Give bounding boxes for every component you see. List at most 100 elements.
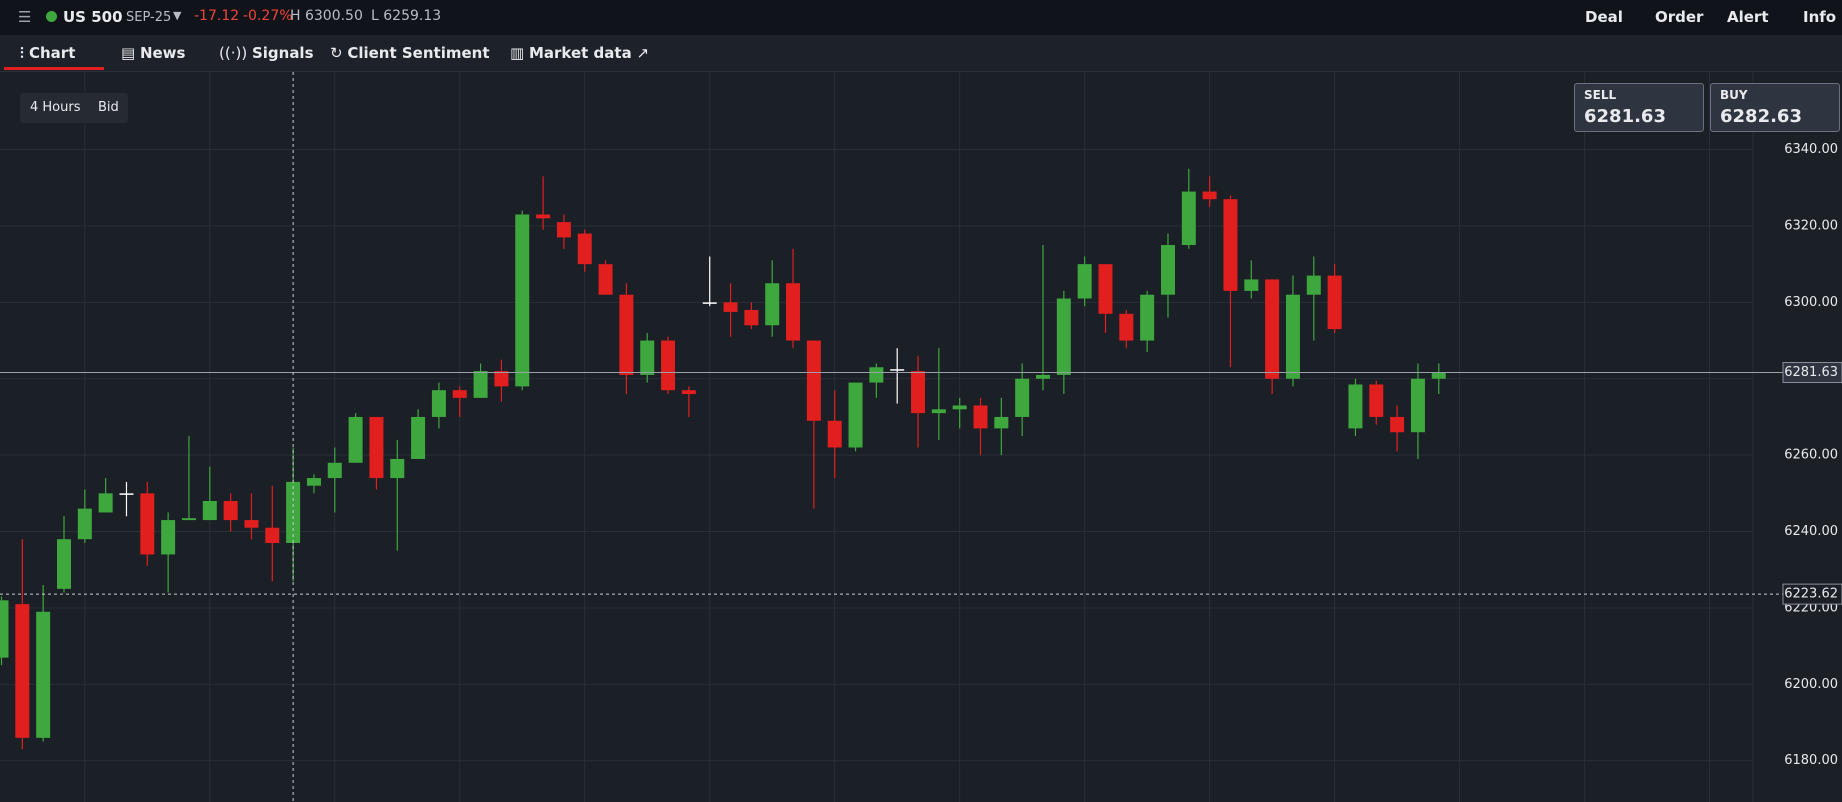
candle-body — [786, 283, 801, 341]
candle-body — [1410, 378, 1425, 433]
candle-body — [161, 520, 176, 555]
tab-label: News — [139, 44, 186, 62]
buy-price: 6282.63 — [1720, 106, 1802, 127]
sell-button[interactable]: SELL 6281.63 — [1574, 83, 1704, 132]
candle-body — [1369, 384, 1384, 417]
candle-body — [598, 264, 613, 295]
candle-body — [390, 458, 405, 479]
candle-body — [619, 294, 634, 375]
candle-body — [577, 233, 592, 265]
candle-body — [1077, 264, 1092, 299]
change-pct: -0.27% — [243, 8, 293, 24]
candle-body — [765, 283, 780, 326]
tab-market-data[interactable]: ▥ Market data ↗ — [510, 44, 650, 62]
chart-controls: 4 Hours Bid — [20, 93, 128, 123]
candle-body — [1431, 373, 1446, 379]
candle-body — [723, 302, 738, 312]
tab-news[interactable]: ▤ News — [121, 44, 186, 62]
dropdown[interactable]: ▼ — [173, 9, 182, 22]
interval[interactable]: 4 Hours — [30, 100, 81, 115]
candle-body — [890, 369, 905, 371]
candle-body — [911, 371, 926, 414]
sell-price: 6281.63 — [1584, 106, 1666, 127]
y-tick-label: 6340.00 — [1784, 142, 1838, 157]
crosshair-label-box — [1782, 583, 1842, 605]
candle-body — [223, 500, 238, 521]
buy-button[interactable]: BUY 6282.63 — [1710, 83, 1840, 132]
candle-body — [494, 371, 509, 387]
tab-label: Chart — [28, 44, 76, 62]
candle-body — [452, 390, 467, 398]
candle-body — [411, 416, 426, 459]
price-type[interactable]: Bid — [98, 100, 119, 115]
candle-body — [327, 462, 342, 479]
candle-body — [848, 382, 863, 448]
candle-body — [98, 493, 113, 513]
chart: 6180.006200.006220.006240.006260.006280.… — [0, 72, 1842, 802]
tab-sentiment[interactable]: ↻ Client Sentiment — [330, 44, 490, 62]
top-bar: ☰ US 500 SEP-25 ▼ -17.12 -0.27% H 6300.5… — [0, 0, 1842, 35]
candle-body — [1202, 191, 1217, 200]
candle-body — [1181, 191, 1196, 246]
nav-info[interactable]: Info — [1803, 8, 1837, 26]
contract[interactable]: SEP-25 — [126, 10, 172, 25]
candle-body — [1327, 275, 1342, 330]
high: H 6300.50 — [290, 8, 363, 24]
tab-underline — [4, 67, 104, 70]
y-tick-label: 6240.00 — [1784, 524, 1838, 539]
candle-body — [36, 611, 51, 738]
tab-bar: ⫶ Chart ▤ News ((·)) Signals ↻ Client Se… — [0, 35, 1842, 72]
candle-body — [1285, 294, 1300, 379]
candle-body — [1160, 245, 1175, 295]
candle-body — [952, 405, 967, 410]
candle-body — [681, 390, 696, 395]
nav-deal[interactable]: Deal — [1585, 8, 1623, 26]
candle-body — [77, 508, 92, 540]
candle-body — [931, 409, 946, 414]
candle-body — [431, 390, 446, 417]
status-dot — [46, 11, 57, 22]
candle-body — [1119, 313, 1134, 341]
tab-label: Market data — [528, 44, 632, 62]
candle-body — [806, 340, 821, 421]
nav-order[interactable]: Order — [1655, 8, 1704, 26]
tab-chart[interactable]: ⫶ Chart — [20, 44, 76, 62]
candle-body — [556, 222, 571, 238]
price-label-box — [1782, 362, 1842, 384]
menu-icon[interactable]: ☰ — [18, 8, 32, 26]
candle-body — [244, 520, 259, 528]
candle-body — [15, 604, 30, 738]
candle-body — [306, 478, 321, 486]
tab-signals[interactable]: ((·)) Signals — [219, 44, 314, 62]
candle-body — [1390, 416, 1405, 433]
crosshair-label: 6223.62 — [1784, 587, 1838, 602]
candle-body — [827, 420, 842, 448]
candle-body — [973, 405, 988, 429]
candle-body — [744, 309, 759, 326]
candle-body — [1223, 199, 1238, 291]
candle-body — [536, 214, 551, 219]
candle-body — [202, 500, 217, 521]
candle-body — [1244, 279, 1259, 291]
y-tick-label: 6320.00 — [1784, 218, 1838, 233]
candle-body — [348, 416, 363, 463]
candle-body — [1098, 264, 1113, 314]
candle-body — [119, 493, 134, 495]
candle-body — [369, 416, 384, 479]
symbol: US 500 — [63, 8, 123, 26]
price-label: 6281.63 — [1784, 365, 1838, 380]
candle-body — [640, 340, 655, 375]
candle-body — [1265, 279, 1280, 379]
candle-body — [869, 367, 884, 383]
y-tick-label: 6200.00 — [1784, 677, 1838, 692]
change: -17.12 — [194, 8, 240, 24]
candle-body — [1015, 378, 1030, 417]
candle-body — [1056, 298, 1071, 375]
candle-body — [56, 539, 71, 589]
candle-body — [140, 493, 155, 555]
low: L 6259.13 — [371, 8, 442, 24]
candle-body — [1348, 384, 1363, 429]
y-tick-label: 6300.00 — [1784, 295, 1838, 310]
nav-alert[interactable]: Alert — [1727, 8, 1769, 26]
sell-label: SELL — [1584, 88, 1617, 102]
